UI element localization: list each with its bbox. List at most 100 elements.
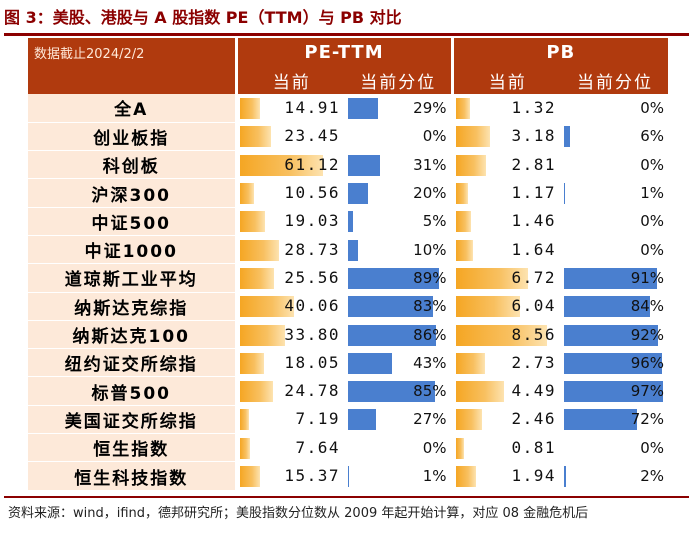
pe-cell: 19.03 (234, 207, 346, 236)
current-value: 0.81 (511, 437, 557, 457)
value-bar (455, 154, 486, 176)
percentile-bar (348, 154, 380, 176)
value-bar (455, 126, 490, 148)
current-value: 14.91 (284, 97, 340, 117)
table-row: 沪深300 10.56 20% 1.17 1% (28, 178, 669, 208)
current-value: 8.56 (511, 324, 557, 344)
percentile-bar (564, 409, 638, 431)
pb-pct-cell: 72% (562, 405, 669, 435)
current-value: 18.05 (284, 352, 340, 372)
current-value: 2.81 (511, 154, 557, 174)
index-name: 科创板 (28, 150, 236, 180)
pe-cell: 15.37 (234, 461, 346, 491)
value-bar (239, 296, 294, 318)
pb-cell: 4.49 (450, 376, 563, 406)
pb-cell: 3.18 (450, 122, 563, 152)
percentile-value: 91% (630, 268, 665, 287)
pb-group-header: PB (450, 38, 669, 66)
index-name: 中证1000 (28, 235, 236, 265)
percentile-bar (564, 126, 571, 148)
value-bar (455, 409, 482, 431)
current-value: 1.17 (511, 183, 557, 203)
pe-cell: 28.73 (234, 235, 346, 265)
value-bar (455, 352, 485, 374)
percentile-value: 2% (640, 467, 665, 485)
pb-pct-cell: 97% (562, 376, 669, 406)
current-value: 25.56 (284, 267, 340, 287)
index-name: 纽约证交所综指 (28, 348, 236, 378)
pe-cell: 18.05 (234, 348, 346, 378)
value-bar (239, 409, 250, 431)
value-bar (455, 97, 470, 119)
percentile-value: 1% (422, 467, 447, 485)
pb-pct-cell: 0% (562, 150, 669, 180)
pe-pct-cell: 0% (346, 122, 453, 152)
current-value: 15.37 (284, 466, 340, 485)
pb-pct-cell: 0% (562, 94, 669, 123)
table-row: 纽约证交所综指 18.05 43% 2.73 96% (28, 348, 669, 378)
percentile-bar (564, 296, 650, 318)
index-name: 恒生指数 (28, 433, 236, 463)
bottom-rule (4, 496, 689, 498)
current-value: 1.32 (511, 97, 557, 117)
percentile-value: 83% (413, 297, 447, 316)
pe-cell: 61.12 (234, 150, 346, 180)
pb-pct-cell: 0% (562, 433, 669, 463)
value-bar (239, 239, 279, 261)
percentile-value: 92% (630, 325, 665, 344)
pb-cell: 2.73 (450, 348, 563, 378)
current-value: 24.78 (284, 381, 340, 401)
percentile-value: 0% (640, 212, 665, 231)
pe-pct-cell: 0% (346, 433, 453, 463)
pb-cell: 1.94 (450, 461, 563, 491)
pb-pct-cell: 0% (562, 207, 669, 236)
table-row: 中证1000 28.73 10% 1.64 0% (28, 235, 669, 265)
current-value: 33.80 (284, 324, 340, 344)
percentile-value: 0% (640, 240, 665, 259)
pe-pct-cell: 10% (346, 235, 453, 265)
percentile-value: 0% (422, 127, 447, 146)
pb-pct-cell: 6% (562, 122, 669, 152)
pe-cell: 7.19 (234, 405, 346, 435)
index-name: 纳斯达克综指 (28, 292, 236, 321)
pe-cell: 40.06 (234, 292, 346, 321)
percentile-bar (348, 352, 392, 374)
pe-pct-cell: 43% (346, 348, 453, 378)
index-name: 美国证交所综指 (28, 405, 236, 435)
percentile-value: 0% (640, 98, 665, 117)
value-bar (455, 381, 504, 403)
pe-cell: 23.45 (234, 122, 346, 152)
pe-pct-cell: 27% (346, 405, 453, 435)
source-note: 资料来源：wind，ifind，德邦研究所；美股指数分位数从 2009 年起开始… (8, 506, 589, 521)
pb-pct-cell: 0% (562, 235, 669, 265)
current-value: 2.46 (511, 409, 557, 429)
pb-pct-cell: 84% (562, 292, 669, 321)
pb-cell: 1.32 (450, 94, 563, 123)
pe-pct-cell: 89% (346, 263, 453, 293)
current-value: 10.56 (284, 183, 340, 203)
value-bar (239, 267, 275, 289)
value-bar (239, 352, 265, 374)
percentile-value: 29% (413, 98, 447, 117)
pe-pct-cell: 86% (346, 320, 453, 350)
pe-pct-cell: 1% (346, 461, 453, 491)
percentile-value: 89% (413, 268, 447, 287)
percentile-bar (564, 324, 658, 346)
pb-current-header: 当前 (450, 66, 563, 94)
percentile-value: 86% (413, 325, 447, 344)
percentile-bar (348, 296, 433, 318)
percentile-bar (348, 324, 436, 346)
pe-percentile-header: 当前分位 (346, 66, 453, 94)
table-row: 纳斯达克综指 40.06 83% 6.04 84% (28, 292, 669, 321)
percentile-bar (348, 381, 435, 403)
index-name: 中证500 (28, 207, 236, 236)
percentile-bar (348, 183, 369, 205)
pe-pct-cell: 5% (346, 207, 453, 236)
table-row: 中证500 19.03 5% 1.46 0% (28, 207, 669, 236)
pe-cell: 10.56 (234, 178, 346, 208)
index-name: 沪深300 (28, 178, 236, 208)
value-bar (239, 437, 250, 459)
pe-cell: 25.56 (234, 263, 346, 293)
table-row: 恒生科技指数 15.37 1% 1.94 2% (28, 461, 669, 491)
pb-cell: 8.56 (450, 320, 563, 350)
